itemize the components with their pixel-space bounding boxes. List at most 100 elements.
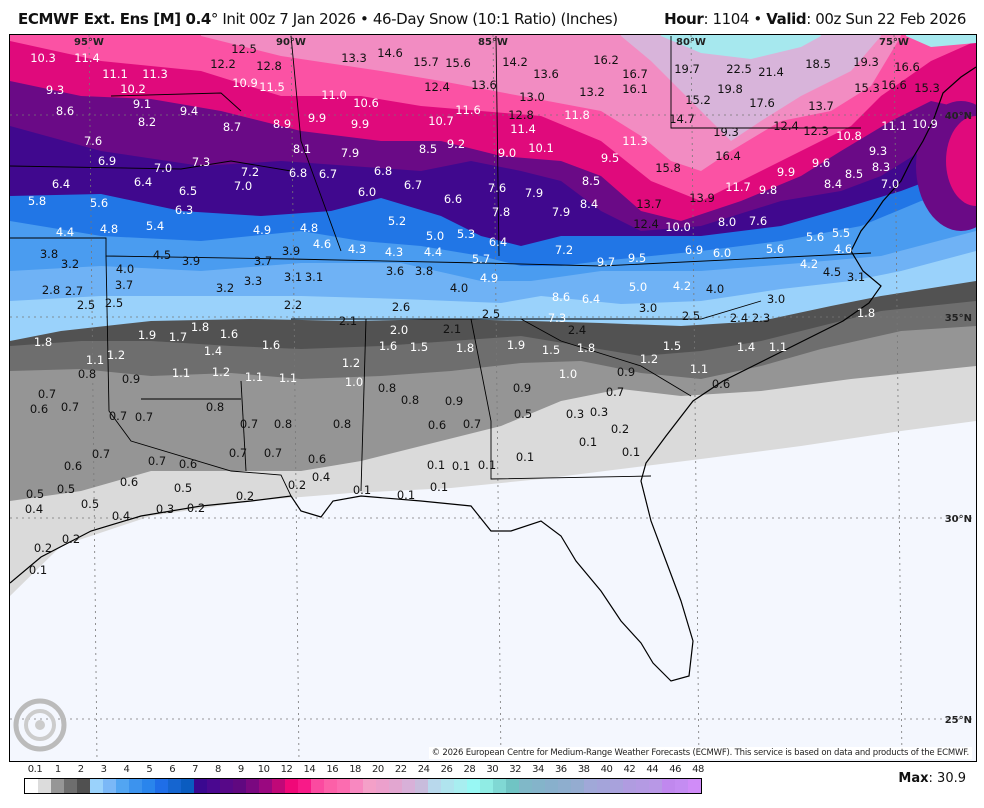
snow-total-label: 5.0 [629,280,647,294]
longitude-label: 95°W [74,37,104,48]
snow-total-label: 4.6 [313,237,331,251]
colorbar-swatch [116,779,129,793]
snow-total-label: 3.6 [386,264,404,278]
snow-total-label: 4.5 [153,248,171,262]
snow-total-label: 0.5 [81,497,99,511]
snow-total-label: 0.9 [445,394,463,408]
colorbar-tick-label: 40 [600,764,613,775]
snow-total-label: 6.5 [179,184,197,198]
snow-total-label: 10.6 [353,96,379,110]
colorbar-tick-label: 2 [77,764,84,775]
colorbar-tick-label: 3 [100,764,107,775]
snow-total-label: 7.0 [234,179,252,193]
snow-total-label: 10.1 [528,141,554,155]
snow-total-label: 3.7 [254,254,272,268]
snow-total-label: 10.8 [836,129,862,143]
snow-total-label: 0.3 [566,407,584,421]
snow-total-label: 9.9 [308,111,326,125]
snow-total-label: 12.4 [633,217,659,231]
snow-total-label: 0.4 [112,509,130,523]
colorbar-tick-label: 4 [123,764,130,775]
model-name: ECMWF Ext. Ens [M] 0.4 [18,10,211,28]
snow-total-label: 2.4 [730,311,748,325]
snow-total-label: 18.5 [805,57,831,71]
snow-total-label: 0.6 [120,475,138,489]
snow-total-label: 12.4 [424,80,450,94]
snow-total-label: 5.6 [90,196,108,210]
snow-total-label: 1.0 [559,367,577,381]
colorbar-tick-label: 18 [349,764,361,775]
colorbar-tick-label: 36 [554,764,567,775]
snow-total-label: 4.3 [385,245,403,259]
snow-total-label: 0.8 [274,417,292,431]
snow-total-label: 3.3 [244,274,262,288]
map-title: ECMWF Ext. Ens [M] 0.4° Init 00z 7 Jan 2… [18,10,618,28]
snow-total-label: 11.4 [510,122,536,136]
colorbar-swatch [532,779,545,793]
longitude-line [492,35,502,761]
snow-total-label: 7.2 [555,243,573,257]
state-border [360,318,367,492]
colorbar-swatch [571,779,584,793]
colorbar-swatch [363,779,376,793]
colorbar-swatch [506,779,519,793]
snow-total-label: 6.4 [582,292,600,306]
snow-total-label: 13.0 [519,90,545,104]
snow-total-label: 15.8 [655,161,681,175]
hour-value: : 1104 [703,10,750,28]
snow-total-label: 1.1 [769,340,787,354]
snow-total-label: 0.6 [179,457,197,471]
colorbar-tick-label: 0.1 [27,764,43,775]
snow-total-label: 15.6 [445,56,471,70]
weatherbell-swirl-icon [13,698,67,752]
snow-total-label: 0.7 [61,400,79,414]
snow-total-label: 1.8 [34,335,52,349]
snow-total-label: 5.6 [766,242,784,256]
snow-total-label: 19.8 [717,82,743,96]
product-name: 46-Day Snow (10:1 Ratio) (Inches) [372,10,618,28]
colorbar-tick-label: 7 [192,764,198,775]
snow-total-label: 11.5 [259,80,285,94]
valid-label: Valid [766,10,807,28]
snow-total-label: 9.7 [597,255,615,269]
colorbar-tick-label: 34 [532,764,544,775]
snow-total-label: 2.4 [568,323,586,337]
snow-total-label: 3.8 [40,247,58,261]
snow-total-label: 3.9 [182,254,200,268]
snow-total-label: 4.2 [800,257,818,271]
snow-total-label: 2.5 [482,307,500,321]
colorbar-swatch [311,779,324,793]
colorbar-tick-label: 6 [169,764,176,775]
snow-total-label: 12.8 [256,59,282,73]
colorbar-swatch [662,779,675,793]
snow-total-label: 1.4 [737,340,755,354]
snow-total-label: 15.3 [914,81,940,95]
colorbar-tick-label: 44 [646,764,659,775]
snow-total-label: 1.6 [379,339,397,353]
state-borders [10,35,872,497]
colorbar-swatch [623,779,636,793]
longitude-label: 90°W [276,37,306,48]
snow-total-label: 1.5 [663,339,681,353]
snow-total-label: 11.1 [881,119,907,133]
snow-total-label: 6.6 [444,192,462,206]
colorbar-swatch [103,779,116,793]
snow-total-label: 10.0 [665,220,691,234]
snow-total-label: 2.5 [105,296,123,310]
snow-total-label: 0.8 [333,417,351,431]
snow-total-label: 8.6 [56,104,74,118]
colorbar-swatch [272,779,285,793]
snow-total-label: 0.2 [236,489,254,503]
snow-total-label: 1.2 [640,352,658,366]
snow-total-label: 1.6 [262,338,280,352]
valid-value: : 00z Sun 22 Feb 2026 [806,10,966,28]
snow-total-label: 0.1 [579,435,597,449]
snow-total-label: 8.6 [552,290,570,304]
snow-total-label: 5.6 [806,230,824,244]
colorbar-swatch [441,779,454,793]
snow-total-label: 0.3 [590,405,608,419]
colorbar-swatch [194,779,207,793]
longitude-label: 85°W [478,37,508,48]
snow-total-label: 21.4 [758,65,784,79]
snow-total-label: 0.5 [26,487,44,501]
